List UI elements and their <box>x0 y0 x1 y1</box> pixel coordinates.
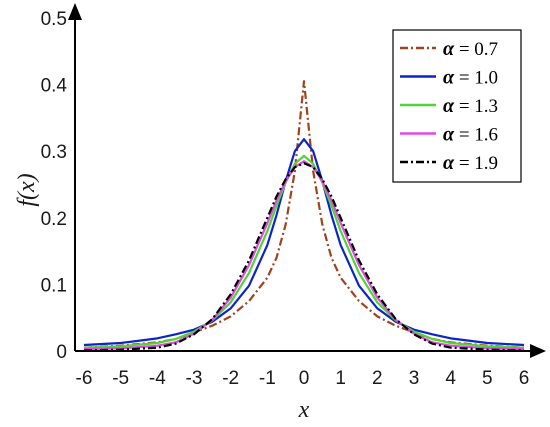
x-tick-label: 0 <box>299 368 310 389</box>
legend-label-1: α = 1.0 <box>443 67 498 89</box>
x-tick-label: 4 <box>445 368 456 389</box>
legend-label-4: α = 1.9 <box>443 152 498 174</box>
y-tick-label: 0.5 <box>41 9 67 30</box>
x-tick-label: -2 <box>222 368 239 389</box>
series-line-1 <box>83 138 525 347</box>
x-tick-label: -4 <box>149 368 166 389</box>
y-tick-labels: 0 0.1 0.2 0.3 0.4 0.5 <box>41 9 68 363</box>
y-axis-arrow-icon <box>68 3 82 20</box>
x-tick-label: 2 <box>372 368 383 389</box>
x-tick-label: 1 <box>335 368 346 389</box>
y-tick-label: 0.4 <box>41 76 68 97</box>
y-tick-label: 0 <box>56 342 67 363</box>
series-line-2 <box>83 154 525 349</box>
series-line-3 <box>83 160 525 351</box>
x-tick-label: 5 <box>482 368 493 389</box>
x-tick-label: -5 <box>112 368 129 389</box>
legend-label-0: α = 0.7 <box>443 38 498 60</box>
legend-label-3: α = 1.6 <box>443 124 498 146</box>
series-lines <box>83 80 525 352</box>
y-axis-label: f(x) <box>14 173 40 206</box>
y-tick-label: 0.3 <box>41 142 67 163</box>
x-axis-label: x <box>298 397 310 423</box>
y-tick-label: 0.2 <box>41 209 67 230</box>
x-tick-label: 3 <box>409 368 420 389</box>
legend: α = 0.7 α = 1.0 α = 1.3 α = 1.6 α = 1.9 <box>392 29 522 183</box>
x-tick-label: -3 <box>186 368 203 389</box>
x-tick-label: -6 <box>76 368 93 389</box>
x-tick-label: -1 <box>259 368 276 389</box>
x-axis-arrow-icon <box>530 344 546 358</box>
legend-label-2: α = 1.3 <box>443 95 498 117</box>
y-tick-label: 0.1 <box>41 275 67 296</box>
series-line-4 <box>83 162 525 352</box>
x-tick-labels: -6 -5 -4 -3 -2 -1 0 1 2 3 4 5 6 <box>76 368 530 389</box>
x-tick-label: 6 <box>519 368 530 389</box>
